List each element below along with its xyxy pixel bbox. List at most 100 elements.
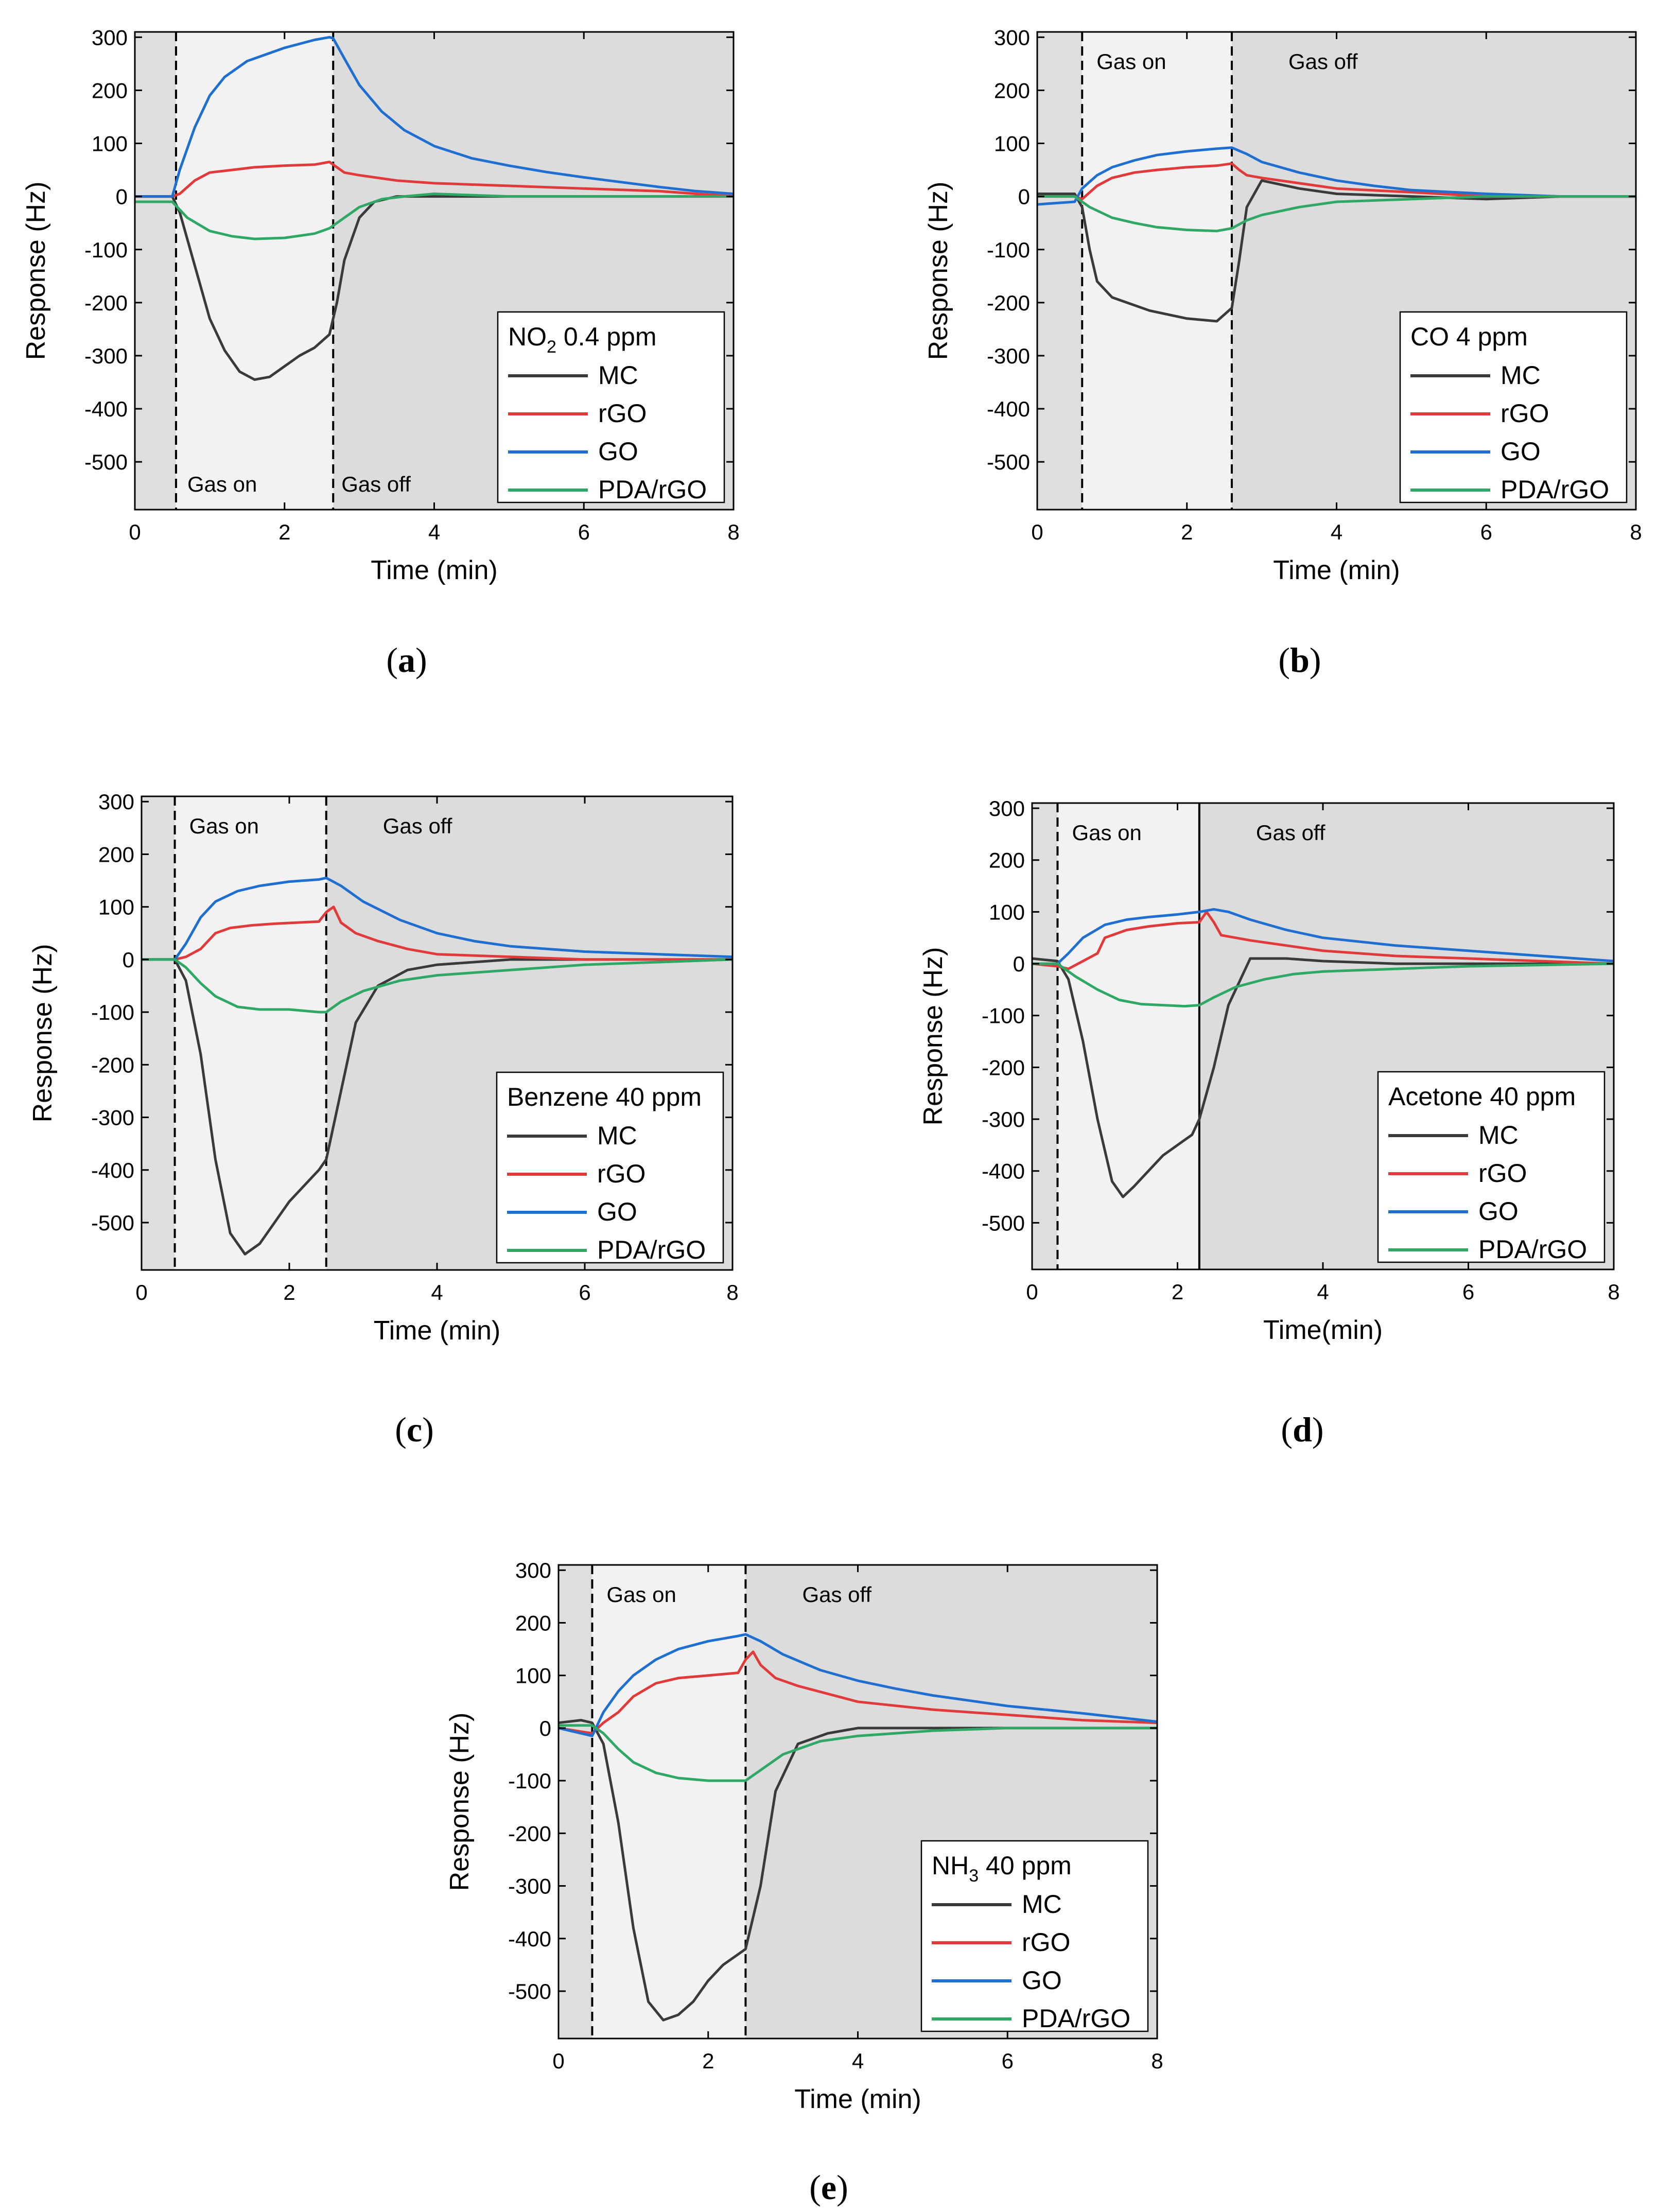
series-line-mc bbox=[558, 1719, 1157, 2022]
baseline-region bbox=[135, 32, 176, 510]
legend-box bbox=[497, 311, 725, 503]
x-tick-label: 8 bbox=[726, 1280, 738, 1304]
legend-title-main: NH bbox=[932, 1851, 969, 1880]
panel-label-c: (c) bbox=[395, 1410, 434, 1449]
y-tick-label: 200 bbox=[989, 848, 1025, 873]
y-tick-label: 200 bbox=[98, 842, 134, 866]
x-tick-label: 4 bbox=[1331, 520, 1342, 544]
baseline-region bbox=[1037, 32, 1083, 510]
x-tick-label: 2 bbox=[283, 1280, 295, 1304]
series-line-rgo bbox=[1032, 910, 1614, 970]
gas-off-label: Gas off bbox=[1256, 821, 1325, 845]
gas-on-region bbox=[1057, 803, 1199, 1269]
y-tick-label: 0 bbox=[539, 1716, 551, 1740]
series-line-mc bbox=[142, 958, 732, 1256]
series-line-go bbox=[142, 876, 733, 961]
x-axis-title: Time(min) bbox=[1263, 1315, 1383, 1345]
chart-panel-b: 300 200 100 0 -100 -200 -300 -400 -500 0 2 4 6 8 Time … bbox=[923, 25, 1642, 585]
y-tick-label: -100 bbox=[982, 1004, 1025, 1028]
series-line-rgo bbox=[142, 905, 732, 961]
y-tick-label: 100 bbox=[994, 132, 1030, 156]
y-tick-label: 0 bbox=[1013, 952, 1025, 976]
y-tick-label: -500 bbox=[84, 450, 128, 474]
panel-label-open: ( bbox=[395, 1410, 407, 1449]
chart-panel-d: 300 200 100 0 -100 -200 -300 -400 -500 0 2 4 6 8 Time(… bbox=[918, 796, 1620, 1345]
y-tick-label: -200 bbox=[982, 1055, 1025, 1079]
legend-entry-rgo-label: rGO bbox=[1501, 399, 1549, 428]
x-tick-label: 8 bbox=[1608, 1280, 1619, 1304]
series-line-go bbox=[558, 1633, 1158, 1737]
x-tick-label: 0 bbox=[1031, 520, 1043, 544]
baseline-region bbox=[559, 1565, 592, 2039]
chart-panel-e: 300 200 100 0 -100 -200 -300 -400 -500 0 2 4 6 8 Time … bbox=[445, 1558, 1163, 2114]
legend-entry-pda-rgo-label: PDA/rGO bbox=[598, 475, 707, 504]
y-tick-label: 300 bbox=[92, 25, 128, 49]
legend-entry-go-label: GO bbox=[1478, 1197, 1519, 1226]
y-tick-label: 200 bbox=[994, 78, 1030, 102]
legend-entry-mc-label: MC bbox=[598, 361, 638, 390]
x-tick-label: 4 bbox=[852, 2049, 864, 2073]
panel-label-close: ) bbox=[1310, 640, 1321, 680]
y-tick-label: -500 bbox=[987, 450, 1030, 474]
legend-title-subscript: 2 bbox=[547, 337, 556, 357]
y-tick-label: -400 bbox=[84, 397, 128, 421]
panel-label-close: ) bbox=[422, 1410, 434, 1449]
legend-title: CO 4 ppm bbox=[1410, 322, 1528, 351]
legend: NH3 40 ppm MC rGO GO PDA/rGO bbox=[920, 1840, 1149, 2033]
legend-box bbox=[1399, 311, 1628, 503]
legend-box bbox=[496, 1071, 724, 1264]
x-tick-label: 2 bbox=[702, 2049, 714, 2073]
gas-on-region bbox=[176, 32, 334, 510]
y-tick-label: -400 bbox=[987, 397, 1030, 421]
panel-label-open: ( bbox=[1278, 640, 1290, 680]
y-tick-label: -300 bbox=[982, 1107, 1025, 1131]
series-line-rgo bbox=[558, 1650, 1158, 1735]
legend-entry-rgo-label: rGO bbox=[597, 1159, 646, 1188]
y-tick-label: -400 bbox=[91, 1158, 134, 1182]
gas-on-region bbox=[1082, 32, 1232, 510]
y-tick-label: -200 bbox=[91, 1053, 134, 1077]
y-tick-label: 300 bbox=[989, 796, 1025, 821]
panel-label-letter: d bbox=[1293, 1410, 1312, 1449]
y-tick-label: 100 bbox=[92, 132, 128, 156]
series-line-rgo bbox=[135, 161, 734, 198]
panel-label-d: (d) bbox=[1281, 1410, 1323, 1449]
panel-label-close: ) bbox=[1312, 1410, 1324, 1449]
gas-on-label: Gas on bbox=[606, 1582, 676, 1607]
series-line-pda-rgo bbox=[142, 958, 733, 1014]
gas-on-label: Gas on bbox=[1096, 49, 1166, 74]
series-line-pda-rgo bbox=[135, 193, 734, 240]
legend-title-rest: 40 ppm bbox=[979, 1851, 1072, 1880]
panel-label-open: ( bbox=[1281, 1410, 1293, 1449]
gas-off-label: Gas off bbox=[1288, 49, 1358, 74]
x-tick-label: 6 bbox=[579, 1280, 590, 1304]
gas-off-label: Gas off bbox=[383, 814, 452, 838]
y-tick-label: -500 bbox=[508, 1979, 551, 2004]
legend-title-rest: 0.4 ppm bbox=[556, 322, 657, 351]
x-tick-label: 4 bbox=[1317, 1280, 1329, 1304]
x-axis-title: Time (min) bbox=[1273, 555, 1400, 585]
y-axis-title: Response (Hz) bbox=[28, 944, 58, 1123]
series-line-pda-rgo bbox=[559, 1724, 1157, 1782]
y-tick-label: 0 bbox=[116, 185, 128, 209]
legend-entry-go-label: GO bbox=[1022, 1966, 1062, 1995]
y-tick-label: -200 bbox=[508, 1821, 551, 1845]
panel-label-open: ( bbox=[809, 2168, 821, 2207]
x-tick-label: 8 bbox=[1630, 520, 1642, 544]
x-tick-label: 0 bbox=[1026, 1280, 1038, 1304]
x-tick-label: 4 bbox=[428, 520, 440, 544]
x-tick-label: 6 bbox=[1480, 520, 1492, 544]
y-tick-label: -500 bbox=[91, 1211, 134, 1235]
legend-title-main: Acetone 40 ppm bbox=[1388, 1082, 1576, 1111]
x-axis-title: Time (min) bbox=[371, 555, 498, 585]
y-tick-label: 0 bbox=[1018, 185, 1030, 209]
legend-title-main: CO 4 ppm bbox=[1410, 322, 1528, 351]
legend-title: Benzene 40 ppm bbox=[507, 1083, 702, 1111]
legend: NO2 0.4 ppm MC rGO GO PDA/rGO bbox=[497, 311, 725, 504]
y-tick-label: -100 bbox=[84, 238, 128, 262]
y-axis-title: Response (Hz) bbox=[445, 1713, 475, 1891]
legend-entry-mc-label: MC bbox=[1501, 361, 1541, 390]
legend-entry-pda-rgo-label: PDA/rGO bbox=[1478, 1235, 1587, 1264]
series-line-go bbox=[1032, 908, 1614, 965]
series-line-pda-rgo bbox=[1037, 195, 1636, 233]
